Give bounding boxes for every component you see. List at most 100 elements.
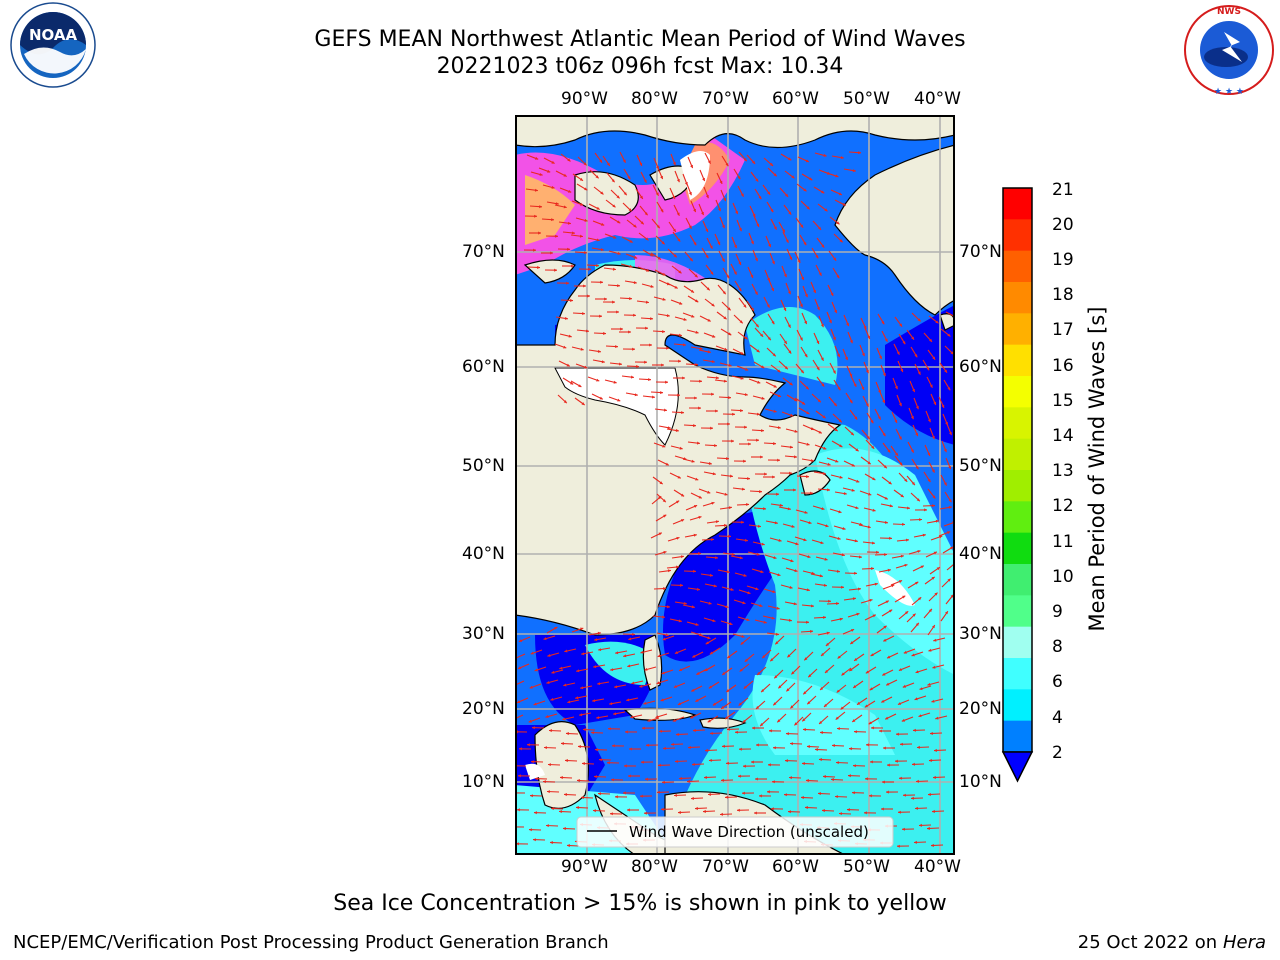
wave-arrow-head: [543, 637, 547, 641]
colorbar-segment: [1003, 344, 1032, 377]
wave-arrow-head: [771, 616, 775, 620]
wave-arrow-head: [586, 329, 589, 333]
wave-arrow-head: [852, 791, 855, 795]
wave-arrow-head: [676, 565, 679, 569]
wave-arrow-head: [671, 742, 674, 746]
wave-arrow-head: [872, 477, 876, 480]
wave-arrow-head: [945, 611, 948, 615]
wave-arrow-head: [933, 775, 936, 779]
wave-arrow-head: [629, 264, 633, 268]
lon-label: 60°W: [772, 857, 819, 877]
wave-arrow-head: [707, 490, 711, 494]
wave-arrow-head: [931, 469, 935, 473]
wave-arrow-head: [841, 585, 844, 589]
wave-arrow-head: [791, 175, 795, 179]
wave-arrow-head: [660, 209, 664, 213]
wave-arrow-head: [741, 520, 744, 524]
wave-arrow-head: [760, 333, 764, 337]
wave-arrow-head: [915, 622, 919, 626]
wave-arrow-head: [548, 763, 551, 767]
wave-arrow: [516, 680, 525, 686]
wave-arrow-head: [778, 685, 782, 689]
wave-arrow-head: [832, 744, 835, 748]
wave-arrow-head: [725, 163, 729, 167]
wave-arrow-head: [833, 403, 837, 407]
wave-arrow-head: [881, 321, 885, 325]
wave-arrow-head: [581, 652, 585, 656]
wave-arrow-head: [738, 702, 742, 706]
wave-arrow-head: [663, 587, 666, 591]
wave-arrow-head: [650, 317, 653, 321]
wave-arrow-head: [640, 221, 644, 225]
wave-arrow-head: [693, 242, 697, 246]
wave-arrow-head: [709, 758, 712, 762]
wave-arrow-head: [854, 539, 858, 543]
wave-arrow-head: [867, 461, 871, 465]
wave-arrow-head: [849, 668, 853, 672]
wave-arrow-head: [567, 700, 571, 704]
wave-arrow-head: [623, 654, 627, 658]
lon-label: 40°W: [914, 857, 961, 877]
wave-arrow-head: [756, 438, 759, 442]
wave-arrow-head: [688, 192, 692, 196]
wave-arrow-head: [915, 670, 919, 674]
wave-arrow-head: [835, 716, 839, 720]
wave-arrow-head: [910, 416, 914, 420]
wave-arrow-head: [646, 268, 650, 272]
wave-arrow-head: [549, 729, 552, 733]
wave-arrow-head: [712, 619, 716, 623]
wave-arrow-head: [679, 668, 683, 671]
wave-arrow-head: [911, 653, 915, 657]
wave-arrow-head: [599, 758, 602, 762]
wave-arrow-head: [949, 432, 952, 436]
chart-title: GEFS MEAN Northwest Atlantic Mean Period…: [314, 27, 966, 52]
wave-arrow-head: [835, 795, 838, 799]
wave-arrow-head: [563, 345, 567, 349]
wave-arrow-head: [545, 715, 549, 718]
wave-arrow-head: [773, 442, 776, 446]
wave-arrow-head: [673, 685, 677, 688]
wave-arrow-head: [882, 672, 886, 676]
wave-arrow-head: [859, 555, 862, 559]
colorbar-segment: [1003, 564, 1032, 596]
wave-arrow-head: [582, 312, 585, 315]
wave-arrow-head: [866, 436, 870, 440]
wave-arrow-head: [744, 393, 748, 396]
wave-arrow-head: [748, 442, 751, 446]
wave-arrow-head: [756, 412, 760, 416]
wave-arrow-head: [882, 780, 885, 784]
lon-label: 90°W: [561, 89, 608, 109]
wave-arrow-head: [667, 569, 671, 573]
wave-arrow-head: [741, 634, 745, 638]
wave-arrow-head: [713, 584, 717, 588]
wave-arrow-head: [751, 307, 754, 311]
wave-arrow-head: [902, 595, 906, 599]
wave-arrow-head: [872, 614, 876, 618]
wave-arrow-head: [724, 347, 728, 351]
wave-arrow-head: [790, 413, 794, 417]
wave-arrow-head: [597, 682, 601, 686]
wave-arrow-head: [645, 237, 649, 241]
wave-arrow-head: [772, 353, 776, 357]
wave-arrow-head: [527, 743, 530, 747]
wave-arrow-head: [776, 492, 779, 496]
nws-logo: NWS ★ ★ ★: [1183, 4, 1275, 97]
wave-arrow-head: [562, 717, 566, 721]
wave-arrow-head: [912, 613, 916, 617]
wave-arrow-head: [563, 173, 567, 177]
wave-arrow-head: [741, 487, 745, 491]
wave-arrow-head: [837, 655, 841, 659]
wave-arrow-head: [912, 388, 915, 393]
wave-arrow-head: [931, 576, 935, 580]
wave-arrow-head: [783, 274, 787, 278]
wave-arrow-head: [808, 674, 812, 678]
colorbar-label: Mean Period of Wind Waves [s]: [1085, 306, 1109, 632]
wave-arrow-head: [778, 538, 782, 542]
wave-arrow-head: [857, 701, 861, 705]
wave-arrow-head: [934, 748, 937, 752]
wave-arrow-head: [722, 744, 725, 748]
wave-arrow-head: [823, 153, 827, 157]
wave-arrow-head: [537, 265, 540, 269]
wave-arrow-head: [789, 382, 793, 386]
wave-arrow-head: [887, 568, 891, 572]
